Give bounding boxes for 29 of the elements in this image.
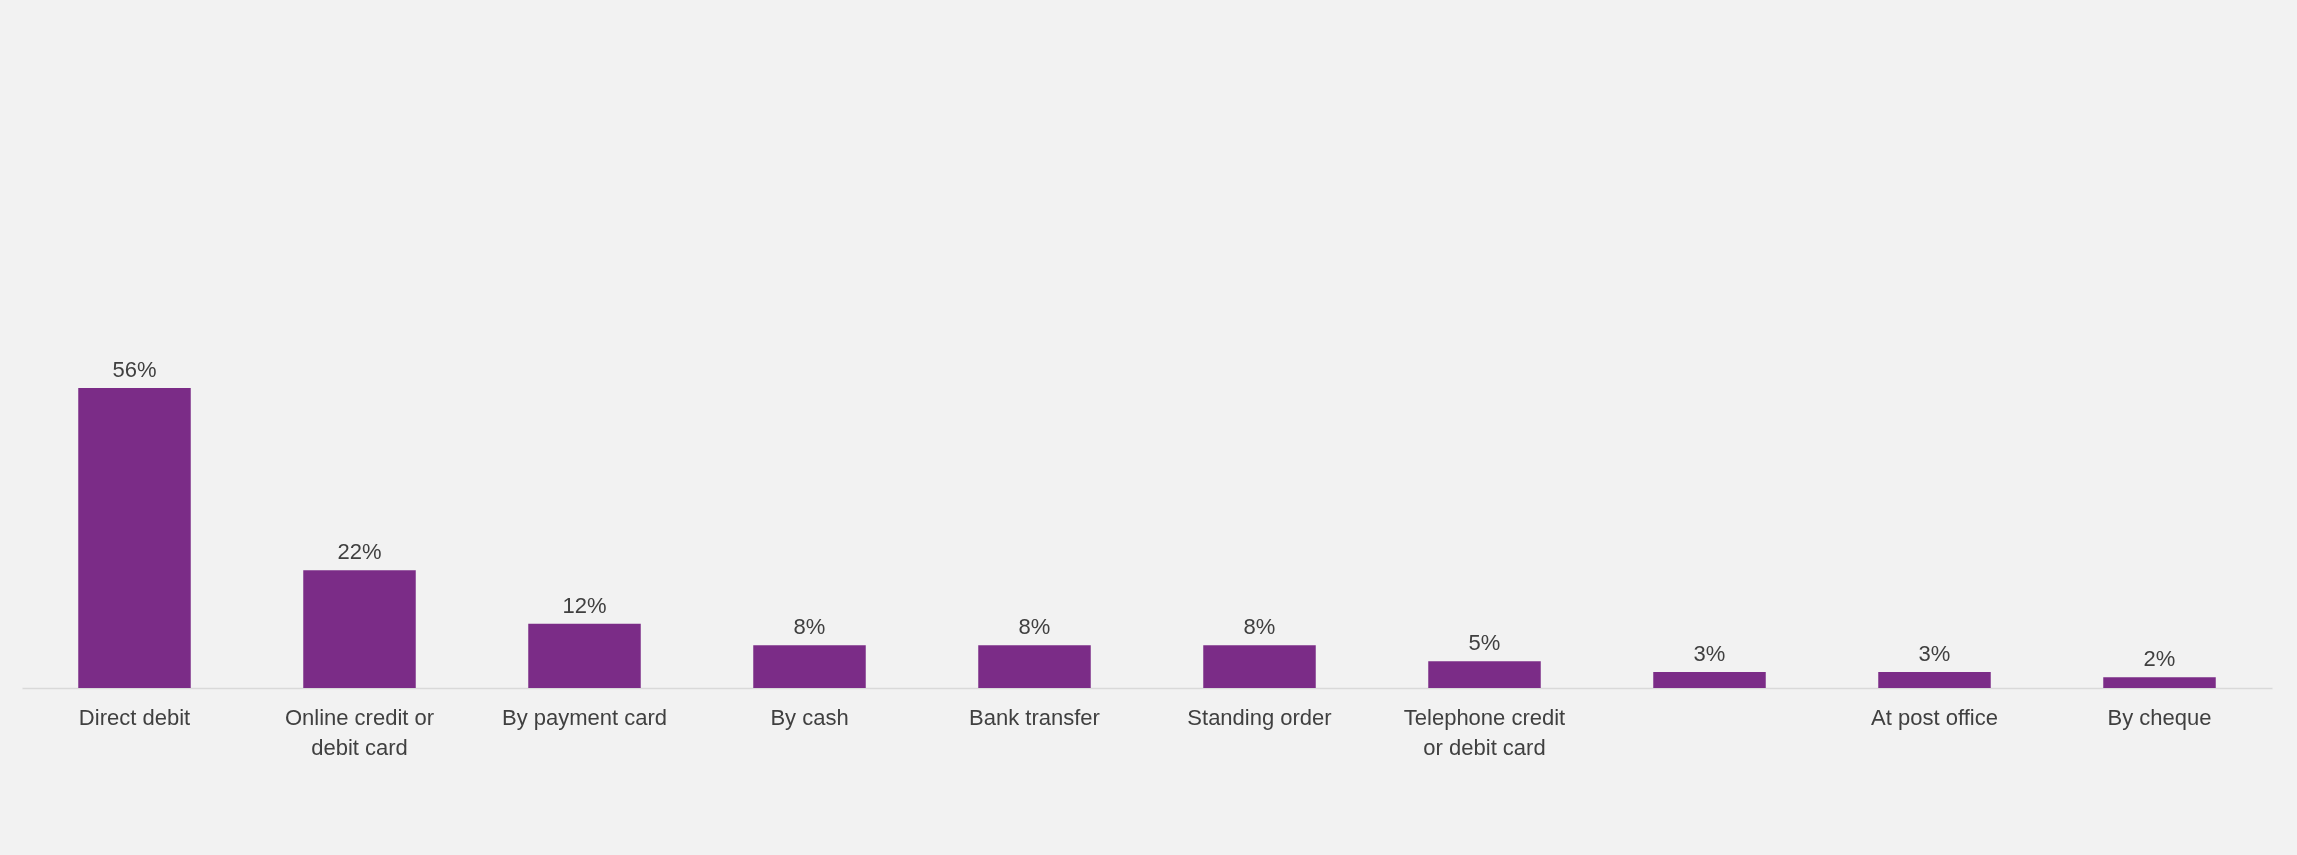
data-label: 5% — [1468, 630, 1501, 656]
x-tick-label: By cheque — [2107, 705, 2212, 730]
bar — [753, 645, 866, 688]
data-label: 3% — [1693, 640, 1726, 666]
x-tick-label: Bank transfer — [969, 705, 1100, 730]
data-label: 8% — [793, 614, 826, 640]
bar — [978, 645, 1091, 688]
bar — [1653, 671, 1766, 688]
data-label: 22% — [337, 539, 382, 565]
bar — [1878, 671, 1991, 688]
data-label: 3% — [1918, 640, 1951, 666]
data-label: 56% — [112, 357, 157, 382]
bar — [2103, 677, 2216, 688]
x-tick-label: Online credit or debit card — [284, 705, 435, 760]
x-tick-label: By payment card — [501, 705, 668, 730]
x-tick-label: Telephone credit or debit card — [1403, 705, 1566, 760]
x-tick-label: Direct debit — [78, 705, 191, 730]
bar — [1203, 645, 1316, 688]
bar — [303, 570, 416, 688]
bar — [78, 388, 191, 688]
x-tick-label: Standing order — [1187, 705, 1332, 730]
bar — [1428, 661, 1541, 688]
data-label: 8% — [1018, 614, 1051, 640]
x-tick-label: By cash — [770, 705, 849, 730]
data-label: 2% — [2143, 646, 2176, 672]
data-label: 8% — [1243, 614, 1276, 640]
x-tick-label: At post office — [1871, 705, 1998, 730]
data-label: 12% — [562, 592, 607, 618]
bar — [528, 623, 641, 688]
